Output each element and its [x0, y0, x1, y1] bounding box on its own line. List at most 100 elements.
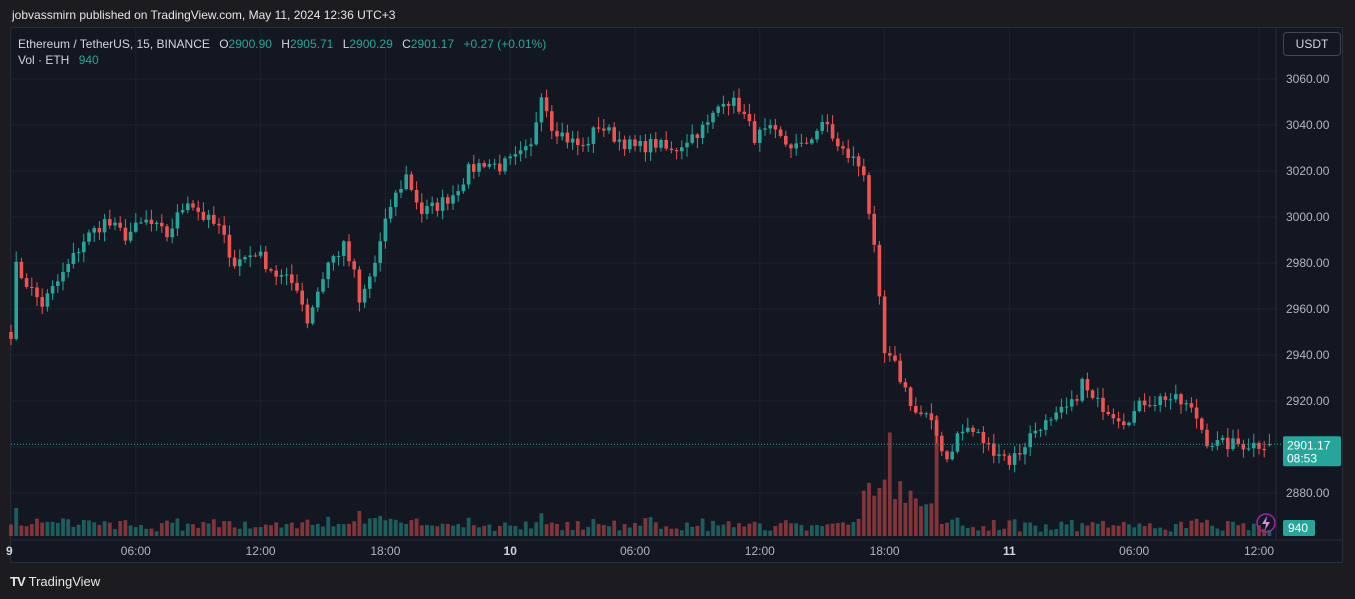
candle-body[interactable] [648, 139, 653, 153]
candle-body[interactable] [222, 225, 226, 235]
candle-body[interactable] [737, 97, 741, 112]
candle-body[interactable] [612, 127, 616, 142]
candle-body[interactable] [1012, 453, 1017, 465]
tradingview-brand[interactable]: TV TradingView [10, 574, 100, 589]
candle-body[interactable] [773, 125, 778, 130]
candle-body[interactable] [908, 387, 913, 407]
candle-body[interactable] [1215, 440, 1220, 446]
candle-body[interactable] [1059, 406, 1064, 413]
candle-body[interactable] [310, 307, 315, 324]
candle-body[interactable] [440, 197, 445, 211]
candle-body[interactable] [50, 285, 55, 294]
candle-body[interactable] [331, 256, 336, 263]
candle-body[interactable] [1200, 418, 1204, 430]
candle-body[interactable] [123, 227, 128, 241]
candle-body[interactable] [326, 262, 330, 280]
candle-body[interactable] [706, 122, 710, 125]
candle-body[interactable] [955, 433, 960, 452]
candle-body[interactable] [227, 234, 232, 258]
candle-body[interactable] [45, 293, 50, 307]
candle-body[interactable] [336, 255, 341, 257]
candle-body[interactable] [856, 156, 861, 167]
candle-body[interactable] [1090, 390, 1095, 398]
candle-body[interactable] [482, 163, 486, 167]
candle-body[interactable] [596, 127, 601, 129]
candle-body[interactable] [295, 282, 299, 291]
candle-body[interactable] [305, 304, 310, 324]
candle-body[interactable] [498, 163, 502, 172]
candle-body[interactable] [524, 146, 528, 151]
candle-body[interactable] [674, 150, 679, 152]
candle-body[interactable] [924, 413, 928, 415]
candle-body[interactable] [1132, 411, 1136, 423]
candle-body[interactable] [732, 97, 736, 106]
candle-body[interactable] [804, 142, 809, 144]
candle-body[interactable] [1049, 419, 1053, 421]
candle-body[interactable] [565, 132, 570, 143]
candle-body[interactable] [758, 129, 762, 143]
candle-body[interactable] [846, 148, 850, 158]
candle-body[interactable] [721, 103, 726, 107]
candle-body[interactable] [388, 206, 393, 219]
candle-body[interactable] [14, 261, 18, 339]
candle-body[interactable] [716, 106, 720, 113]
candle-body[interactable] [1236, 438, 1240, 445]
candle-body[interactable] [560, 132, 564, 137]
candle-body[interactable] [1044, 420, 1048, 430]
candle-body[interactable] [1148, 405, 1152, 407]
candle-body[interactable] [451, 195, 455, 204]
candle-body[interactable] [347, 241, 351, 262]
candle-body[interactable] [316, 291, 320, 308]
candle-body[interactable] [269, 269, 273, 271]
candle-body[interactable] [752, 121, 757, 143]
candle-body[interactable] [1194, 407, 1199, 419]
candle-body[interactable] [971, 427, 975, 432]
candle-body[interactable] [1179, 394, 1183, 405]
candle-body[interactable] [768, 125, 772, 129]
candle-body[interactable] [529, 144, 533, 147]
candle-body[interactable] [66, 263, 70, 272]
candle-body[interactable] [726, 103, 731, 106]
candle-body[interactable] [352, 261, 356, 270]
candle-body[interactable] [56, 281, 60, 286]
candle-body[interactable] [238, 259, 242, 267]
candle-body[interactable] [71, 252, 76, 264]
candle-body[interactable] [622, 139, 627, 150]
candle-body[interactable] [1158, 396, 1162, 406]
candle-body[interactable] [919, 412, 923, 415]
candle-body[interactable] [539, 97, 544, 123]
candle-body[interactable] [778, 129, 783, 136]
flash-icon[interactable] [1256, 513, 1276, 533]
candle-body[interactable] [508, 156, 512, 159]
candle-body[interactable] [1168, 399, 1173, 401]
candle-body[interactable] [810, 139, 814, 144]
candle-body[interactable] [1246, 448, 1251, 450]
candle-body[interactable] [160, 222, 164, 227]
candle-body[interactable] [742, 111, 746, 114]
candle-body[interactable] [799, 142, 804, 144]
candle-body[interactable] [1226, 437, 1230, 450]
candle-body[interactable] [76, 252, 81, 254]
candle-body[interactable] [1189, 403, 1194, 408]
candle-body[interactable] [409, 174, 414, 190]
candle-body[interactable] [186, 203, 190, 211]
candle-body[interactable] [435, 202, 440, 211]
candle-body[interactable] [477, 163, 481, 172]
candle-body[interactable] [134, 222, 138, 232]
candle-body[interactable] [394, 192, 398, 207]
candle-body[interactable] [342, 241, 346, 256]
candle-body[interactable] [1096, 397, 1100, 399]
candle-body[interactable] [279, 275, 284, 277]
candle-body[interactable] [456, 191, 460, 196]
candle-body[interactable] [248, 255, 252, 258]
candle-body[interactable] [638, 141, 642, 147]
candle-body[interactable] [149, 219, 154, 224]
candle-body[interactable] [1137, 400, 1142, 412]
candle-body[interactable] [700, 124, 705, 139]
candle-body[interactable] [30, 286, 34, 288]
candle-body[interactable] [1007, 455, 1012, 465]
candle-body[interactable] [820, 121, 824, 131]
candle-body[interactable] [446, 197, 450, 204]
candle-body[interactable] [264, 251, 268, 270]
candle-body[interactable] [680, 147, 684, 152]
